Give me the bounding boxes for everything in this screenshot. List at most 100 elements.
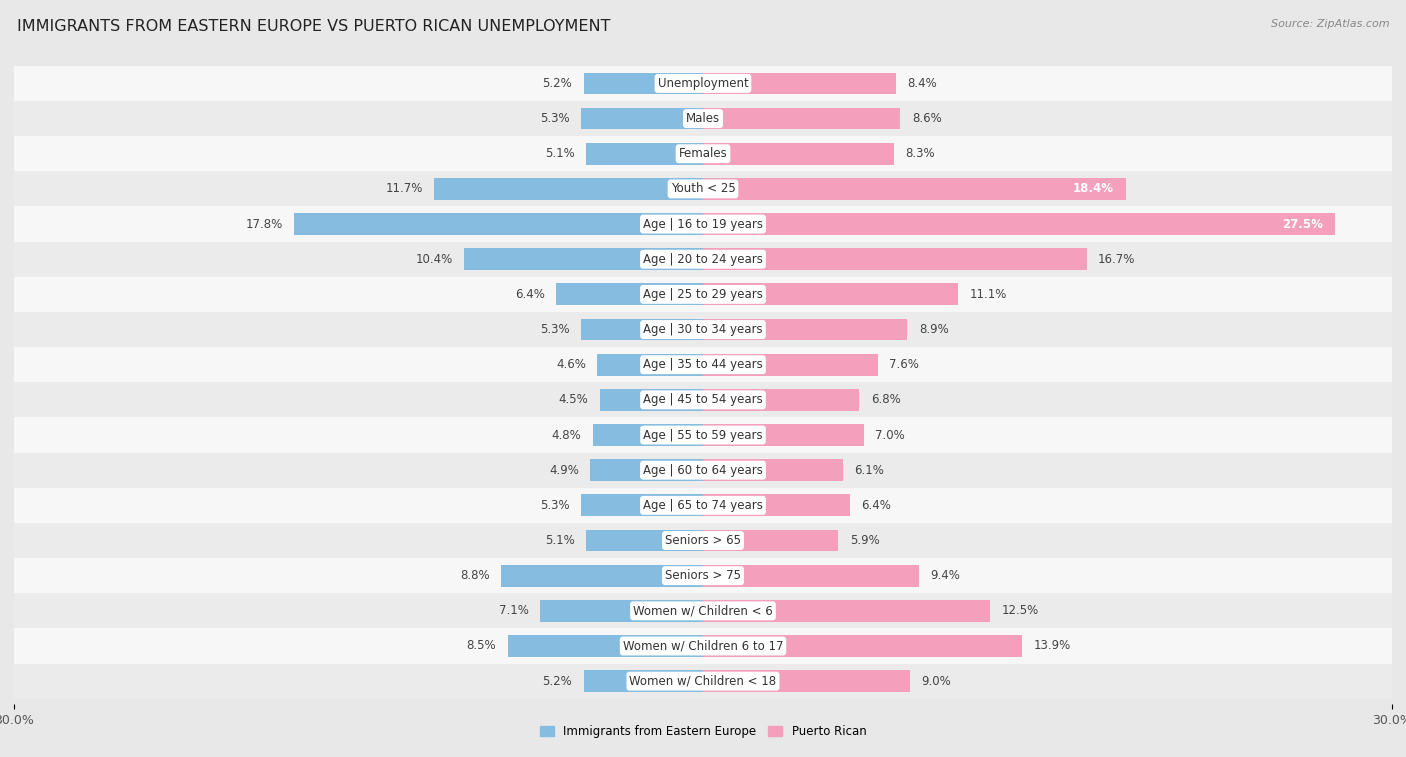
Bar: [14, 664, 1392, 699]
Bar: [703, 354, 877, 375]
Text: 13.9%: 13.9%: [1033, 640, 1071, 653]
Text: 12.5%: 12.5%: [1001, 604, 1039, 617]
Text: Women w/ Children < 6: Women w/ Children < 6: [633, 604, 773, 617]
Text: 5.2%: 5.2%: [543, 77, 572, 90]
Text: Unemployment: Unemployment: [658, 77, 748, 90]
Bar: [14, 453, 1392, 488]
Bar: [464, 248, 703, 270]
Text: 11.7%: 11.7%: [385, 182, 423, 195]
Bar: [581, 494, 703, 516]
Text: Seniors > 75: Seniors > 75: [665, 569, 741, 582]
Bar: [703, 424, 863, 446]
Text: Age | 55 to 59 years: Age | 55 to 59 years: [643, 428, 763, 441]
Text: Females: Females: [679, 148, 727, 160]
Bar: [14, 171, 1392, 207]
Text: 5.3%: 5.3%: [540, 112, 569, 125]
Text: 5.1%: 5.1%: [544, 534, 575, 547]
Text: 17.8%: 17.8%: [246, 217, 283, 231]
Text: 8.5%: 8.5%: [467, 640, 496, 653]
Text: 7.0%: 7.0%: [875, 428, 905, 441]
Bar: [14, 101, 1392, 136]
Text: 7.6%: 7.6%: [889, 358, 920, 371]
Bar: [703, 565, 920, 587]
Bar: [555, 283, 703, 305]
Bar: [599, 389, 703, 411]
Text: 6.4%: 6.4%: [515, 288, 544, 301]
Text: 6.1%: 6.1%: [855, 464, 884, 477]
Text: Males: Males: [686, 112, 720, 125]
Text: 8.3%: 8.3%: [905, 148, 935, 160]
Bar: [581, 319, 703, 341]
Text: 5.3%: 5.3%: [540, 499, 569, 512]
Bar: [703, 178, 1126, 200]
Text: 5.2%: 5.2%: [543, 674, 572, 687]
Bar: [501, 565, 703, 587]
Text: 6.4%: 6.4%: [862, 499, 891, 512]
Bar: [703, 73, 896, 95]
Bar: [14, 277, 1392, 312]
Bar: [14, 347, 1392, 382]
Bar: [14, 382, 1392, 417]
Bar: [14, 593, 1392, 628]
Bar: [14, 523, 1392, 558]
Text: 5.9%: 5.9%: [851, 534, 880, 547]
Text: Age | 25 to 29 years: Age | 25 to 29 years: [643, 288, 763, 301]
Text: 18.4%: 18.4%: [1073, 182, 1114, 195]
Bar: [703, 213, 1334, 235]
Bar: [598, 354, 703, 375]
Text: 4.8%: 4.8%: [551, 428, 581, 441]
Text: 9.0%: 9.0%: [921, 674, 950, 687]
Text: 8.9%: 8.9%: [920, 323, 949, 336]
Text: 8.8%: 8.8%: [460, 569, 489, 582]
Text: IMMIGRANTS FROM EASTERN EUROPE VS PUERTO RICAN UNEMPLOYMENT: IMMIGRANTS FROM EASTERN EUROPE VS PUERTO…: [17, 19, 610, 34]
Bar: [586, 143, 703, 164]
Bar: [703, 248, 1087, 270]
Text: 5.3%: 5.3%: [540, 323, 569, 336]
Bar: [583, 73, 703, 95]
Bar: [14, 207, 1392, 241]
Bar: [703, 143, 894, 164]
Bar: [581, 107, 703, 129]
Text: 16.7%: 16.7%: [1098, 253, 1136, 266]
Text: Age | 20 to 24 years: Age | 20 to 24 years: [643, 253, 763, 266]
Text: 11.1%: 11.1%: [969, 288, 1007, 301]
Bar: [591, 459, 703, 481]
Text: 9.4%: 9.4%: [931, 569, 960, 582]
Text: 5.1%: 5.1%: [544, 148, 575, 160]
Bar: [434, 178, 703, 200]
Bar: [703, 600, 990, 621]
Text: Age | 45 to 54 years: Age | 45 to 54 years: [643, 394, 763, 407]
Text: 8.4%: 8.4%: [907, 77, 938, 90]
Text: Youth < 25: Youth < 25: [671, 182, 735, 195]
Bar: [703, 283, 957, 305]
Text: Women w/ Children < 18: Women w/ Children < 18: [630, 674, 776, 687]
Bar: [703, 459, 844, 481]
Text: Age | 35 to 44 years: Age | 35 to 44 years: [643, 358, 763, 371]
Text: 4.5%: 4.5%: [558, 394, 588, 407]
Bar: [586, 530, 703, 551]
Bar: [508, 635, 703, 657]
Bar: [593, 424, 703, 446]
Bar: [703, 389, 859, 411]
Text: 4.6%: 4.6%: [555, 358, 586, 371]
Bar: [14, 136, 1392, 171]
Bar: [294, 213, 703, 235]
Bar: [583, 670, 703, 692]
Text: Seniors > 65: Seniors > 65: [665, 534, 741, 547]
Text: 4.9%: 4.9%: [550, 464, 579, 477]
Text: Age | 60 to 64 years: Age | 60 to 64 years: [643, 464, 763, 477]
Text: 8.6%: 8.6%: [912, 112, 942, 125]
Bar: [540, 600, 703, 621]
Bar: [703, 670, 910, 692]
Text: 7.1%: 7.1%: [499, 604, 529, 617]
Text: Age | 16 to 19 years: Age | 16 to 19 years: [643, 217, 763, 231]
Text: 27.5%: 27.5%: [1282, 217, 1323, 231]
Bar: [703, 635, 1022, 657]
Text: Source: ZipAtlas.com: Source: ZipAtlas.com: [1271, 19, 1389, 29]
Bar: [14, 558, 1392, 593]
Legend: Immigrants from Eastern Europe, Puerto Rican: Immigrants from Eastern Europe, Puerto R…: [534, 721, 872, 743]
Text: Age | 30 to 34 years: Age | 30 to 34 years: [643, 323, 763, 336]
Text: 6.8%: 6.8%: [870, 394, 900, 407]
Bar: [703, 530, 838, 551]
Bar: [14, 66, 1392, 101]
